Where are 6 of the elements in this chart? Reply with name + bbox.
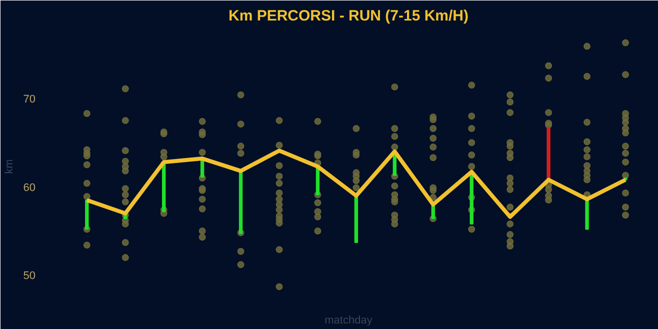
y-tick-label: 70: [23, 93, 36, 106]
y-tick-label: 60: [23, 182, 36, 194]
y-tick-label: 50: [23, 270, 36, 282]
y-axis-title: km: [3, 159, 16, 174]
chart-title: Km PERCORSI - RUN (7-15 Km/H): [228, 8, 469, 24]
x-axis-title: matchday: [324, 314, 373, 326]
